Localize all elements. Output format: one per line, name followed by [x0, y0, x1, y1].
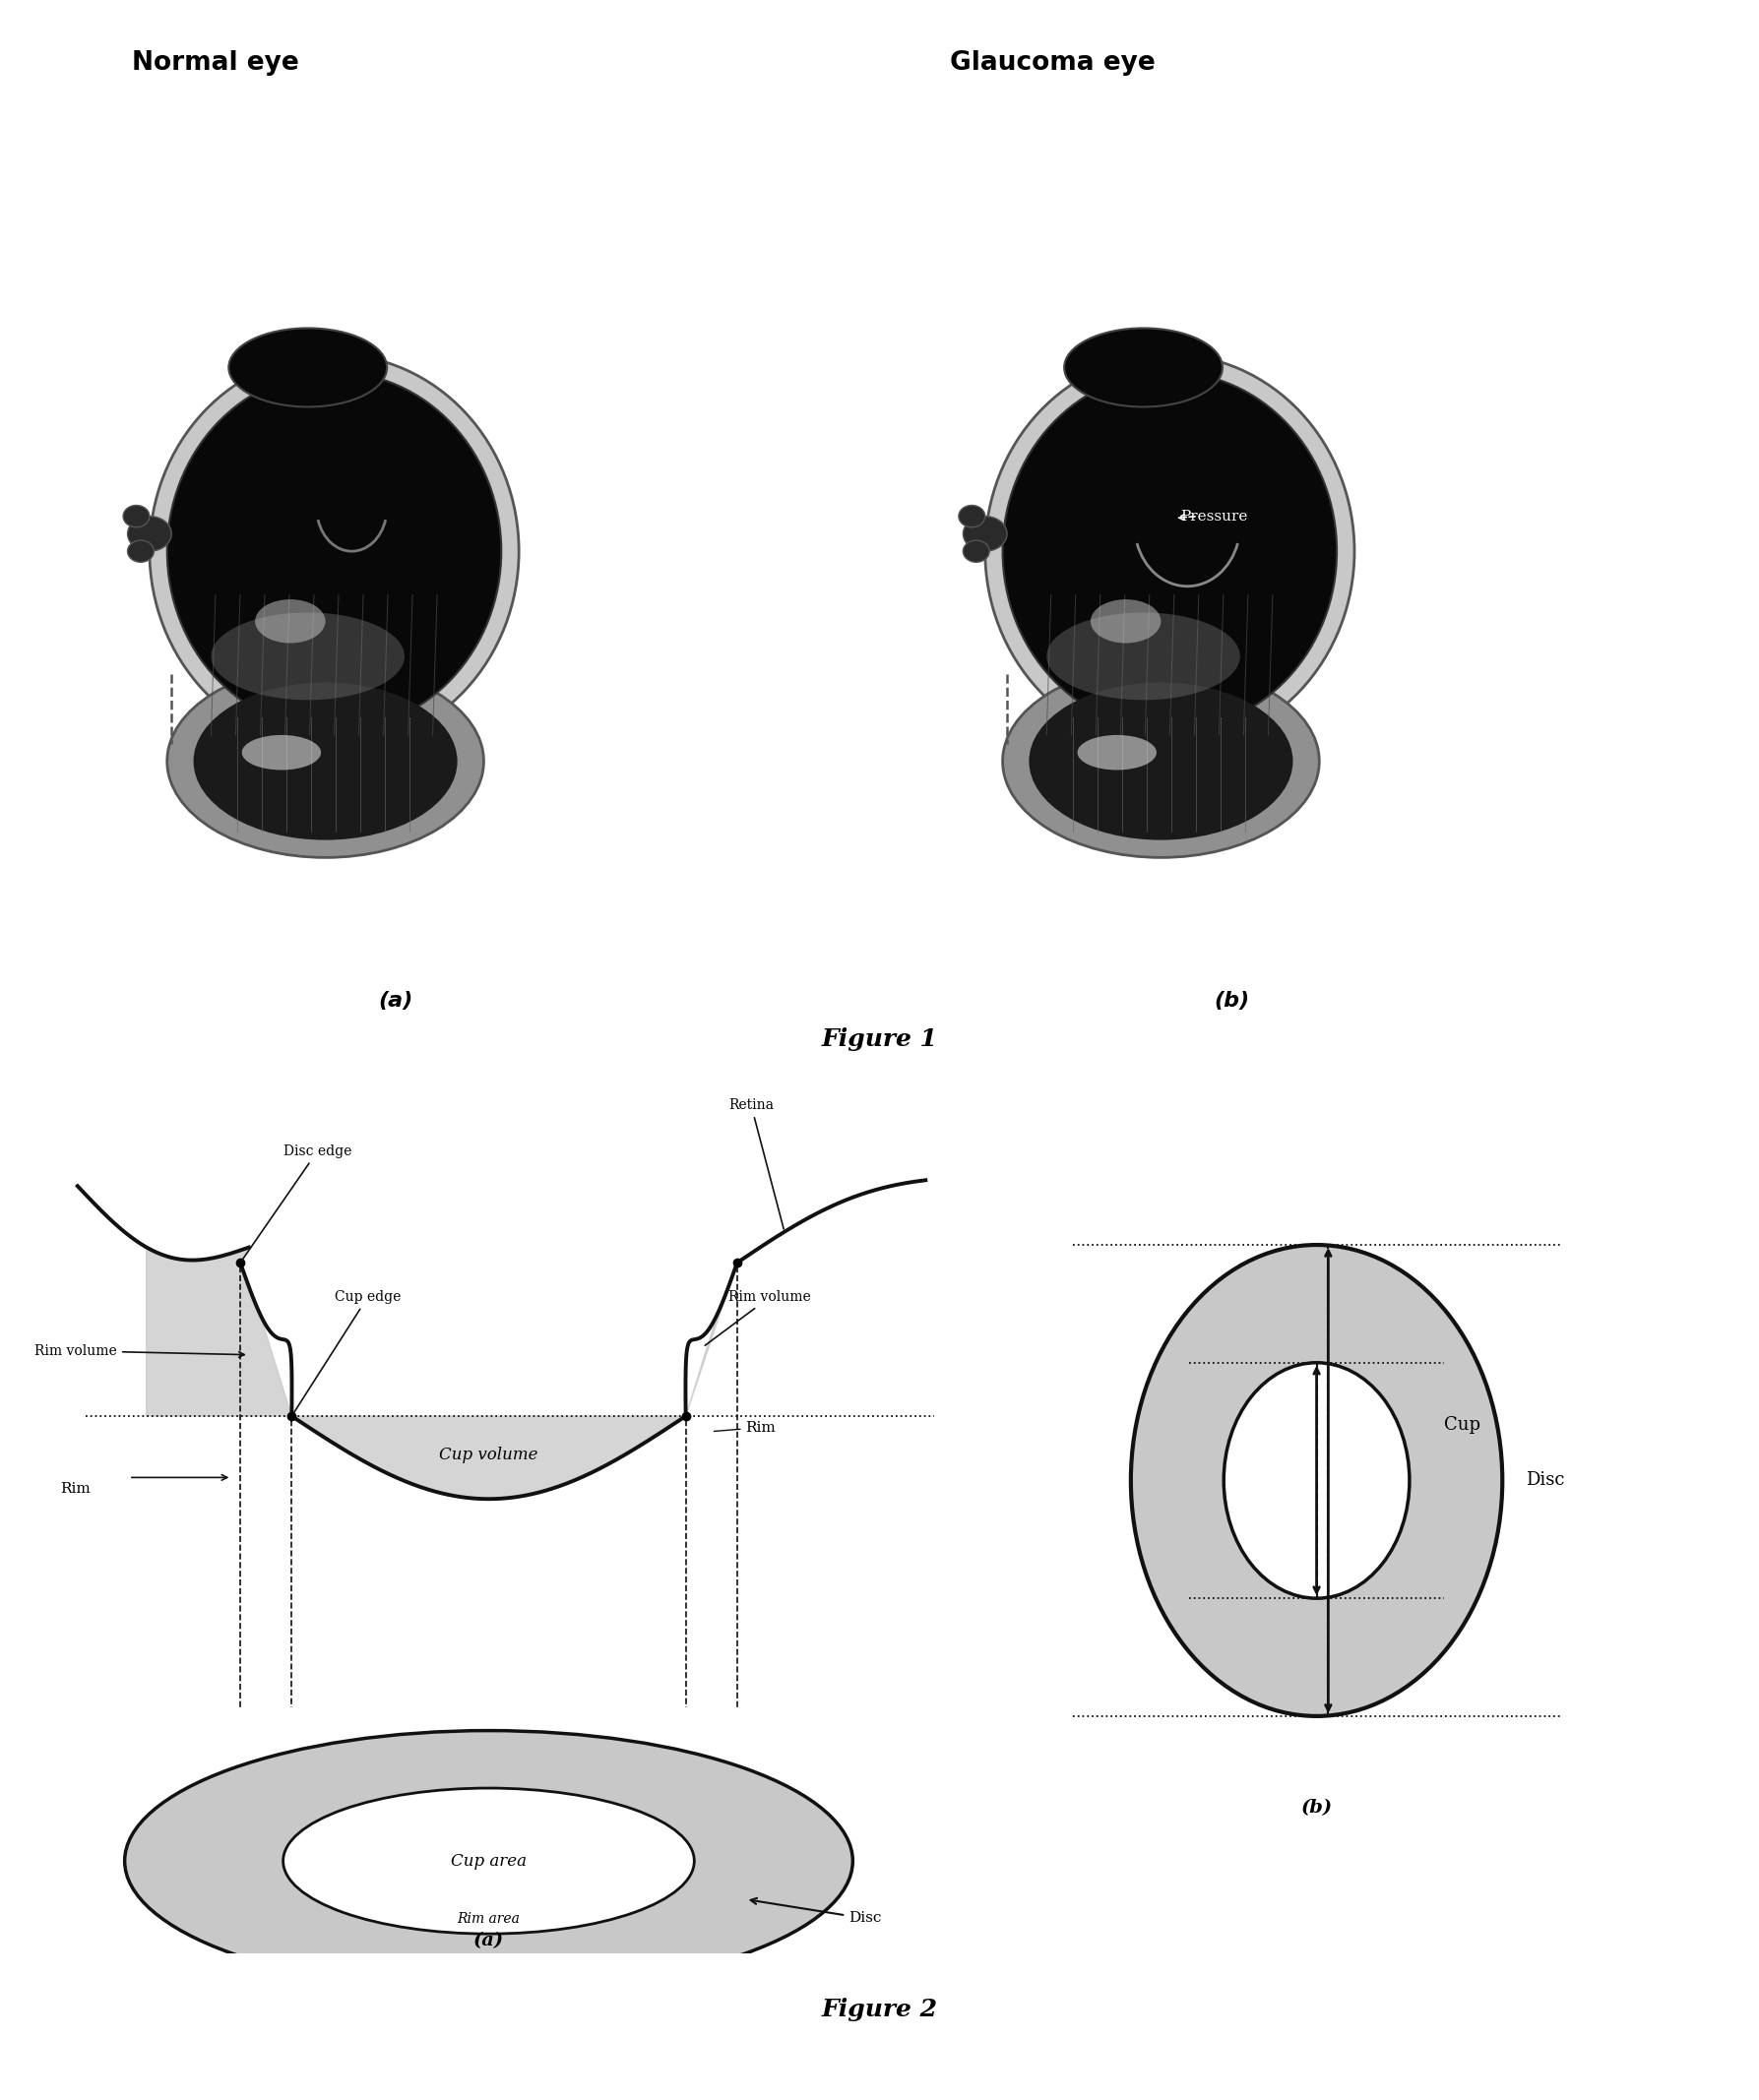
- Ellipse shape: [985, 355, 1354, 748]
- Ellipse shape: [283, 1787, 695, 1934]
- Text: Retina: Retina: [728, 1098, 785, 1228]
- Ellipse shape: [1047, 613, 1240, 699]
- Text: Cup area: Cup area: [450, 1852, 526, 1869]
- Ellipse shape: [193, 683, 457, 840]
- Text: Cup volume: Cup volume: [440, 1447, 538, 1464]
- Text: Rim: Rim: [714, 1420, 776, 1434]
- Text: Disc edge: Disc edge: [241, 1144, 352, 1260]
- Text: Disc: Disc: [751, 1898, 881, 1926]
- Text: Glaucoma eye: Glaucoma eye: [950, 50, 1156, 76]
- Ellipse shape: [127, 517, 172, 550]
- Ellipse shape: [964, 540, 990, 563]
- Text: Rim volume: Rim volume: [35, 1344, 245, 1359]
- Ellipse shape: [167, 372, 501, 731]
- Ellipse shape: [243, 735, 322, 771]
- Ellipse shape: [1029, 683, 1293, 840]
- Ellipse shape: [1131, 1245, 1502, 1716]
- Text: (b): (b): [1214, 991, 1249, 1010]
- Ellipse shape: [1224, 1363, 1409, 1598]
- Text: Disc: Disc: [1525, 1472, 1564, 1489]
- Ellipse shape: [127, 540, 155, 563]
- Ellipse shape: [1003, 372, 1337, 731]
- Text: Rim area: Rim area: [457, 1911, 521, 1926]
- Text: (a): (a): [473, 1932, 505, 1949]
- Text: Normal eye: Normal eye: [132, 50, 299, 76]
- Text: Figure 2: Figure 2: [821, 1997, 938, 2020]
- Text: Cup edge: Cup edge: [294, 1289, 401, 1413]
- Text: Figure 1: Figure 1: [821, 1027, 938, 1050]
- Ellipse shape: [1003, 666, 1319, 857]
- Text: Rim: Rim: [60, 1483, 91, 1495]
- Ellipse shape: [167, 666, 484, 857]
- Ellipse shape: [1091, 598, 1161, 643]
- Text: (b): (b): [1302, 1800, 1332, 1816]
- Text: (a): (a): [378, 991, 413, 1010]
- Ellipse shape: [959, 506, 985, 527]
- Polygon shape: [292, 1415, 686, 1499]
- Polygon shape: [146, 1247, 292, 1415]
- Text: Rim volume: Rim volume: [705, 1289, 811, 1346]
- Ellipse shape: [123, 506, 150, 527]
- Ellipse shape: [125, 1730, 853, 1991]
- Polygon shape: [686, 1252, 755, 1415]
- Ellipse shape: [150, 355, 519, 748]
- Ellipse shape: [964, 517, 1008, 550]
- Ellipse shape: [255, 598, 325, 643]
- Ellipse shape: [1064, 328, 1223, 407]
- Ellipse shape: [1078, 735, 1157, 771]
- Text: Pressure: Pressure: [1180, 510, 1247, 523]
- Ellipse shape: [211, 613, 405, 699]
- Text: Cup: Cup: [1444, 1415, 1481, 1434]
- Ellipse shape: [229, 328, 387, 407]
